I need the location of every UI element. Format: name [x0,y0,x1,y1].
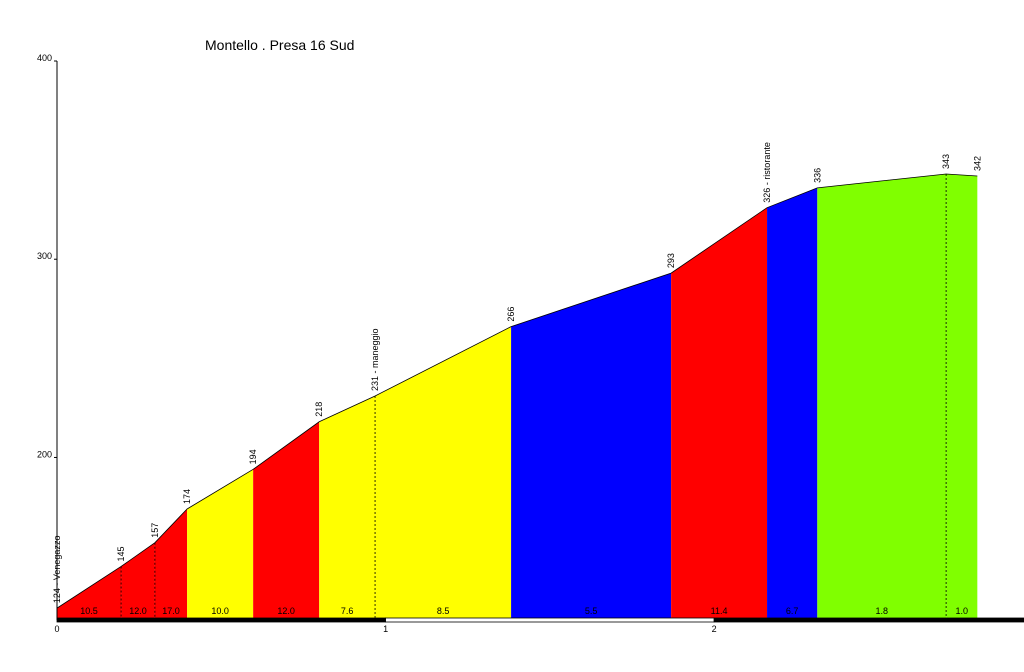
y-tick-label: 400 [37,53,52,63]
point-label: 174 [182,489,192,504]
x-tick-label: 2 [712,624,717,634]
chart-title: Montello . Presa 16 Sud [205,37,354,53]
segment [154,508,188,620]
point-label: 326 - ristorante [762,142,772,203]
y-tick-label: 300 [37,251,52,261]
grade-label: 8.5 [437,606,450,616]
segment [121,542,155,620]
segment [187,469,254,620]
grade-label: 11.4 [711,606,728,616]
grade-label: 1.8 [875,606,888,616]
grade-label: 7.6 [341,606,354,616]
point-label: 218 [314,402,324,417]
point-label: 194 [248,449,258,464]
x-tick-label: 0 [54,624,59,634]
grade-label: 5.5 [585,606,598,616]
point-label: 336 [812,168,822,183]
segment [817,173,947,620]
x-tick-label: 1 [383,624,388,634]
point-label: 231 - maneggio [370,328,380,391]
segment [511,273,672,620]
grade-label: 6.7 [786,606,799,616]
point-label: 343 [941,154,951,169]
profile-line [56,173,978,609]
grade-label: 12.0 [277,606,295,616]
segment [767,187,818,621]
distance-bar [56,617,386,623]
distance-bar [385,617,715,623]
point-label: 342 [972,156,982,171]
segment [57,566,122,620]
grade-label: 1.0 [955,606,968,616]
segment [319,396,376,620]
segment [946,173,978,620]
grade-label: 10.5 [80,606,98,616]
point-label: 157 [150,523,160,538]
segment [375,326,512,620]
point-label: 293 [666,253,676,268]
point-label: 145 [116,546,126,561]
grade-label: 17.0 [162,606,180,616]
grade-label: 10.0 [211,606,229,616]
segment [253,421,320,620]
segment [671,207,768,621]
point-label: 266 [506,307,516,322]
y-tick-label: 200 [37,449,52,459]
distance-bar [713,617,1024,623]
grade-label: 12.0 [129,606,147,616]
